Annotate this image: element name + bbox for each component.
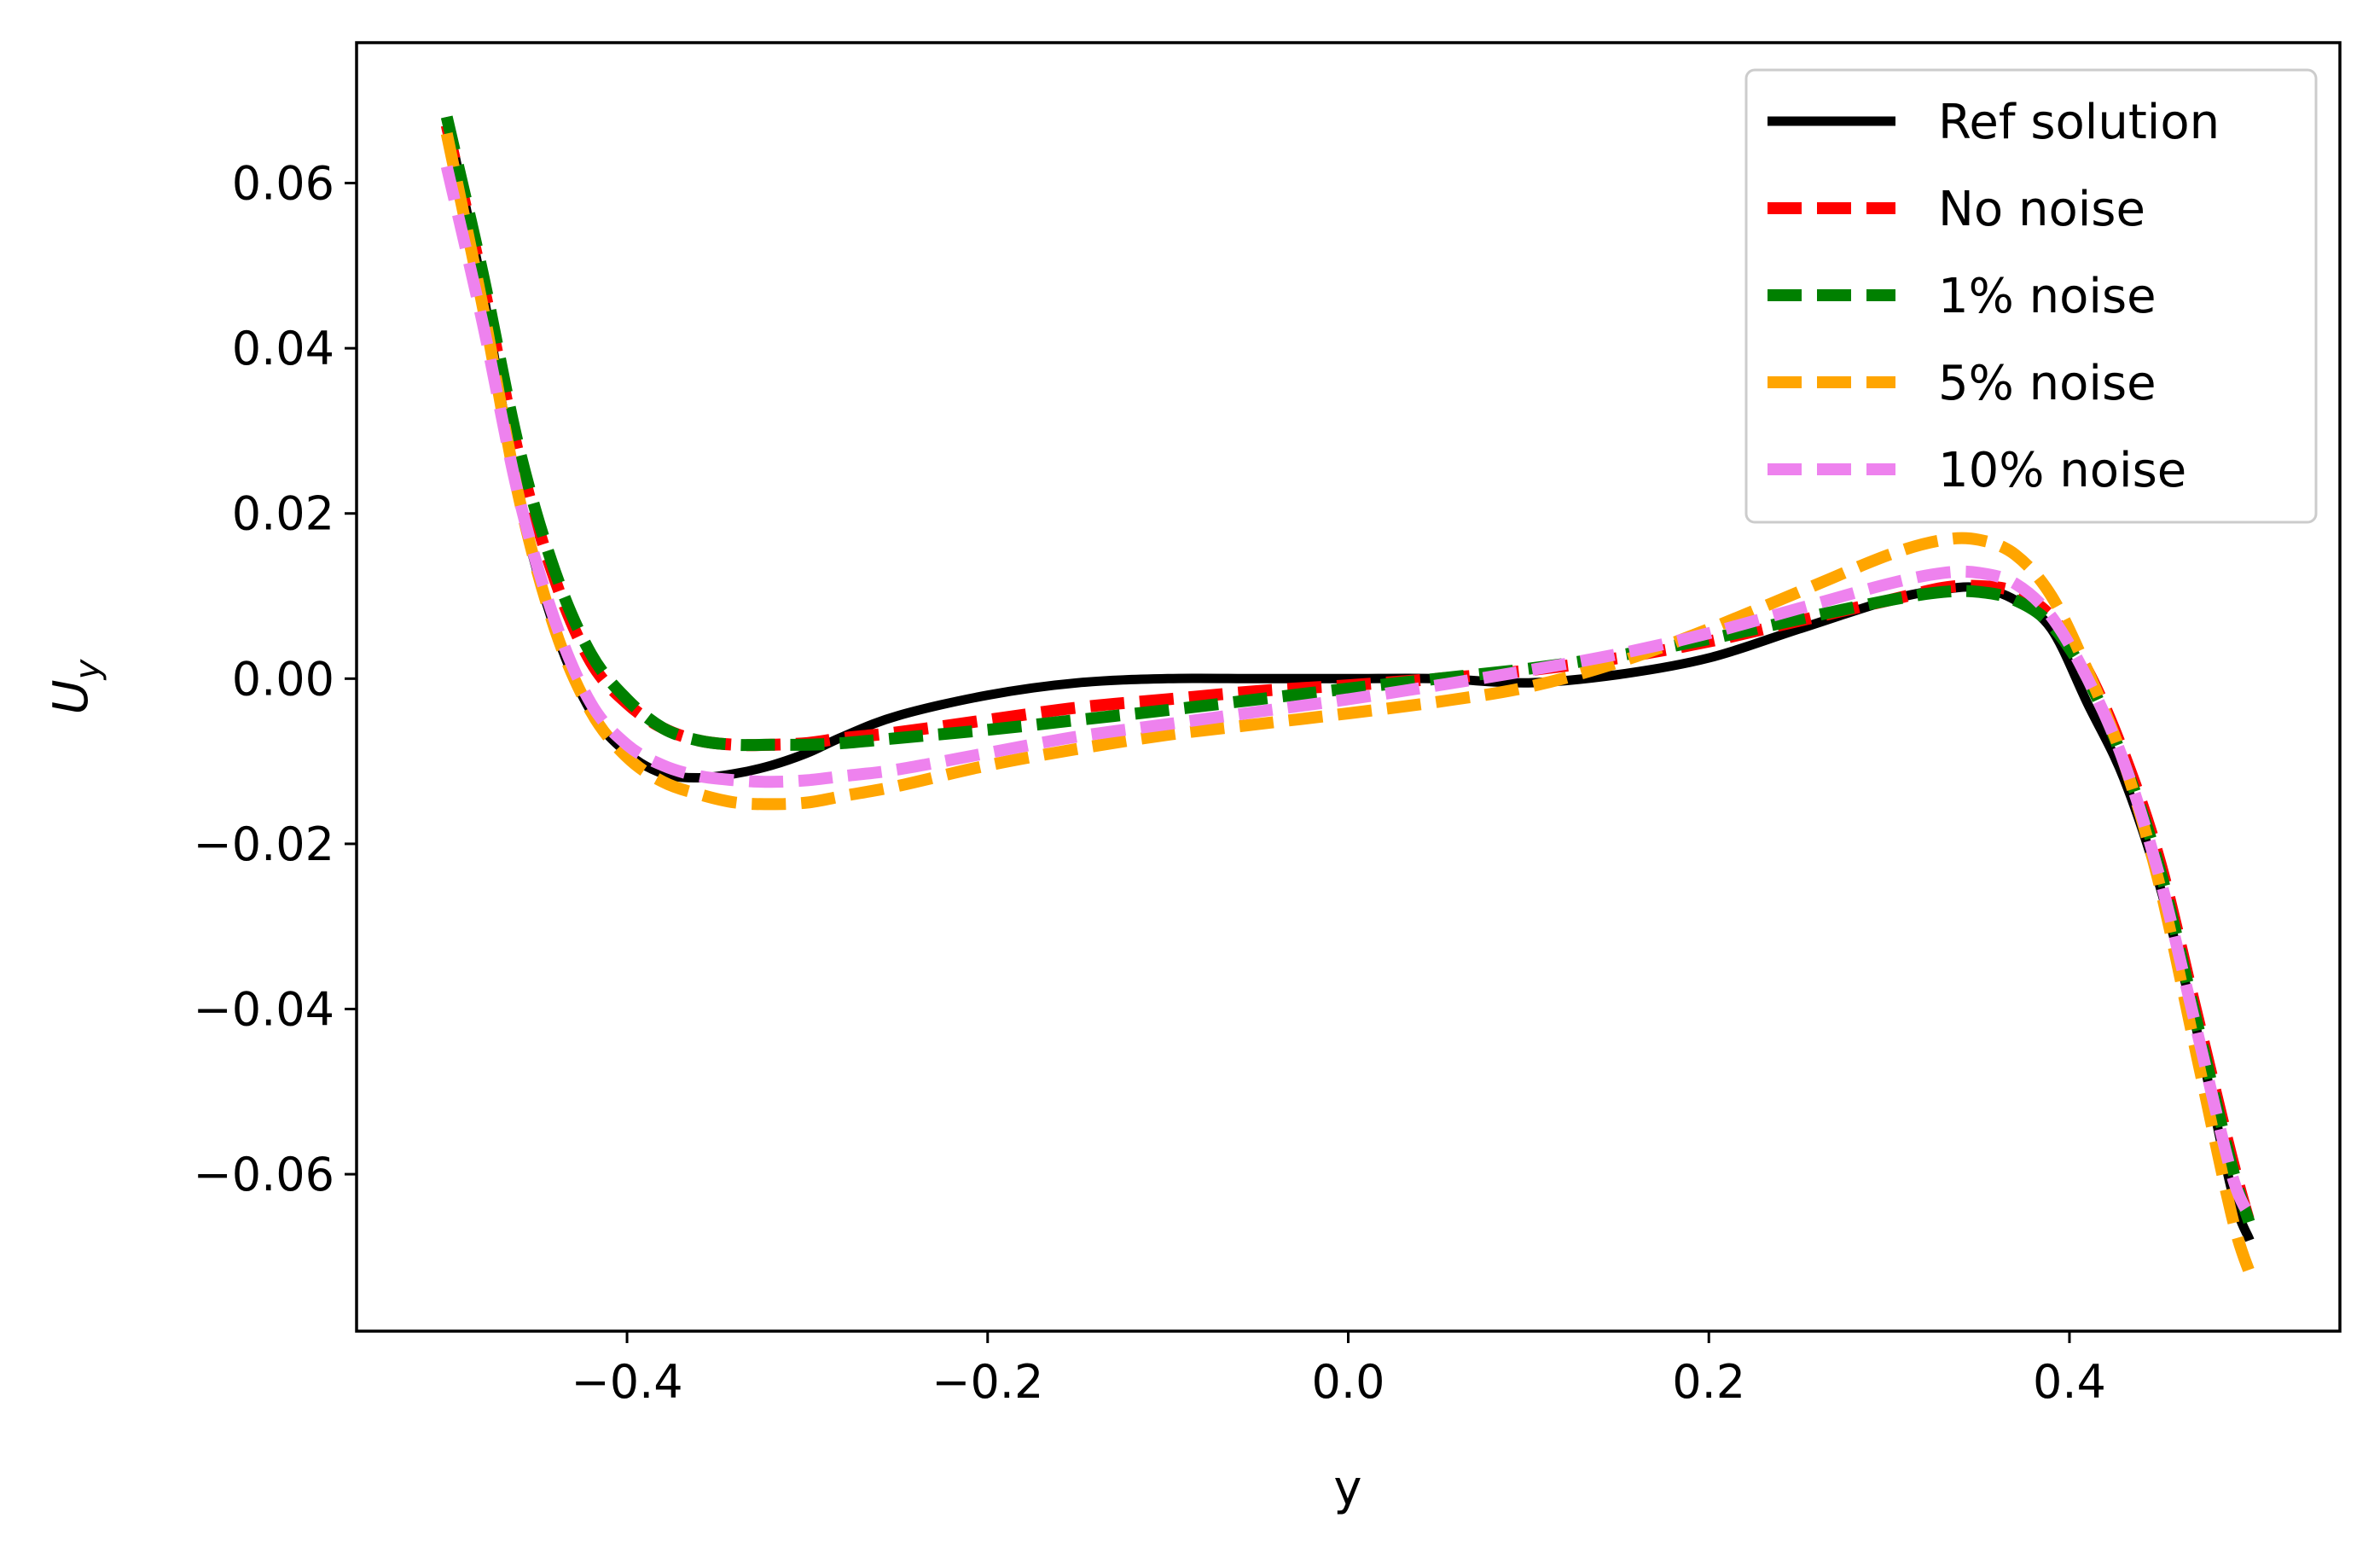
legend: Ref solution No noise 1% noise 5% noise 10% … [1744,68,2318,524]
y-axis-label: Uy [44,658,107,714]
x-tick-label: 0.4 [2033,1355,2106,1409]
legend-label-1pct-noise: 1% noise [1938,269,2157,324]
y-tick-label: 0.00 [232,652,334,706]
series-layer [440,115,2256,1276]
series-line-10pct-noise [440,165,2255,1219]
series-line-5pct-noise [440,132,2255,1276]
x-tick-label: −0.2 [932,1355,1043,1409]
x-axis: −0.4 −0.2 0.0 0.2 0.4 [571,1331,2106,1409]
x-tick-label: 0.0 [1312,1355,1385,1409]
x-tick-label: −0.4 [571,1355,682,1409]
y-tick-label: 0.02 [232,487,334,541]
y-tick-label: −0.02 [194,817,334,871]
x-axis-label: y [1333,1461,1361,1516]
legend-label-5pct-noise: 5% noise [1938,356,2157,411]
y-axis-label-subscript: y [68,658,107,680]
legend-label-10pct-noise: 10% noise [1938,443,2186,498]
y-axis: −0.06 −0.04 −0.02 0.00 0.02 0.04 0.06 [194,157,357,1201]
legend-items: Ref solution No noise 1% noise 5% noise 10% … [1768,95,2220,498]
x-tick-label: 0.2 [1672,1355,1745,1409]
y-tick-label: −0.06 [194,1148,334,1201]
y-tick-label: 0.04 [232,322,334,375]
y-axis-label-main: U [44,679,99,714]
legend-label-no-noise: No noise [1938,182,2145,237]
legend-box [1744,68,2318,524]
y-tick-label: 0.06 [232,157,334,211]
legend-label-ref-solution: Ref solution [1938,95,2220,150]
y-tick-label: −0.04 [194,983,334,1037]
